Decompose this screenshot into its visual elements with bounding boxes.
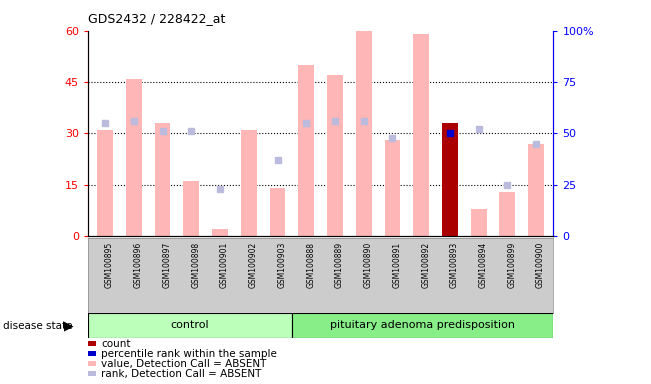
Text: ▶: ▶ [64,319,74,332]
Bar [212,229,228,236]
Bar [471,209,486,236]
Bar [270,188,285,236]
Text: GSM100890: GSM100890 [364,242,373,288]
Text: count: count [101,339,130,349]
Bar [97,130,113,236]
Text: GSM100892: GSM100892 [421,242,430,288]
Text: GDS2432 / 228422_at: GDS2432 / 228422_at [88,12,225,25]
Bar [241,130,256,236]
Text: value, Detection Call = ABSENT: value, Detection Call = ABSENT [101,359,266,369]
Text: GSM100897: GSM100897 [163,242,172,288]
Bar [155,123,171,236]
Bar [442,123,458,236]
Text: GSM100899: GSM100899 [507,242,516,288]
Text: GSM100893: GSM100893 [450,242,459,288]
Bar [528,144,544,236]
Bar [126,79,142,236]
Bar [356,31,372,236]
Text: GSM100898: GSM100898 [191,242,201,288]
Bar [385,140,400,236]
Bar [327,75,343,236]
Text: rank, Detection Call = ABSENT: rank, Detection Call = ABSENT [101,369,261,379]
Text: pituitary adenoma predisposition: pituitary adenoma predisposition [330,320,515,330]
Text: GSM100896: GSM100896 [134,242,143,288]
Text: GSM100895: GSM100895 [105,242,114,288]
Bar [292,313,553,338]
Text: GSM100888: GSM100888 [306,242,315,288]
Bar [499,192,516,236]
Bar [413,34,429,236]
Text: GSM100894: GSM100894 [478,242,488,288]
Text: GSM100889: GSM100889 [335,242,344,288]
Text: control: control [171,320,209,330]
Text: disease state: disease state [3,321,73,331]
Text: GSM100901: GSM100901 [220,242,229,288]
Bar [184,181,199,236]
Text: percentile rank within the sample: percentile rank within the sample [101,349,277,359]
Bar [88,313,292,338]
Text: GSM100903: GSM100903 [277,242,286,288]
Text: GSM100900: GSM100900 [536,242,545,288]
Text: GSM100891: GSM100891 [393,242,402,288]
Bar [298,65,314,236]
Text: GSM100902: GSM100902 [249,242,258,288]
